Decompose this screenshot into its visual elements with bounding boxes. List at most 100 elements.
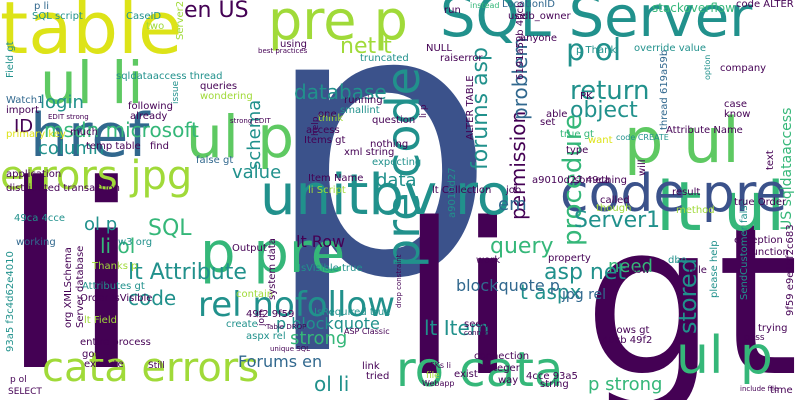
word: system data [267, 238, 278, 300]
word: two [146, 21, 165, 32]
word: know [724, 109, 751, 120]
word: net t [340, 34, 392, 59]
word: xml string [344, 147, 395, 158]
word: seen [464, 319, 488, 330]
word: distributed transaction [6, 183, 120, 194]
word: Server2 [175, 0, 186, 40]
word: question [372, 115, 416, 126]
word: data [376, 170, 417, 191]
word: lt Collection [432, 185, 492, 196]
word: Output [232, 243, 267, 254]
word: table [0, 0, 183, 70]
word: option [703, 54, 712, 80]
word: SendCustomer false [739, 199, 750, 300]
word: ID [14, 116, 34, 137]
word: Attribute Name [666, 125, 743, 136]
word: work [476, 255, 501, 266]
word: using [280, 39, 308, 50]
word: unique SQL [270, 345, 311, 353]
word: smallint [340, 105, 380, 116]
word: raiserror [440, 53, 483, 64]
word: jpg rel [562, 287, 607, 303]
word: li [0, 131, 142, 400]
word: p ol [10, 375, 27, 385]
word: t aspx [520, 280, 582, 304]
word: tried [366, 371, 390, 382]
word: instead [470, 1, 500, 10]
word: ul p [186, 103, 295, 171]
word: trying [758, 323, 788, 334]
word: role [688, 265, 707, 276]
word: integer [484, 363, 520, 374]
word: code [128, 286, 177, 310]
word: set [540, 117, 556, 128]
word: en US [184, 0, 249, 23]
word: org XMLSchema [63, 247, 74, 328]
word: time [770, 385, 793, 396]
word: queries [200, 81, 238, 92]
word: msdn microsoft [44, 118, 199, 142]
word: true gt [560, 129, 594, 140]
word: Table DROP [266, 323, 307, 331]
word: dbo [668, 255, 687, 266]
word: wondering [200, 91, 253, 102]
word: p ul [624, 104, 740, 177]
word: way [498, 375, 519, 386]
word: ol li [314, 372, 350, 396]
word: text [765, 150, 776, 170]
word: use [508, 11, 526, 22]
word: return [570, 76, 650, 106]
word: contain [236, 289, 274, 300]
word: p [262, 0, 497, 360]
word: US sqldataaccess [779, 107, 795, 230]
word: aspx rel [246, 331, 286, 342]
word: ro cata [396, 342, 564, 398]
word: Item Name [308, 173, 364, 184]
word: Watch1 [6, 95, 44, 106]
word: want [588, 135, 613, 146]
word: LocationID [502, 0, 555, 10]
word: connection [474, 351, 530, 362]
word: please help [709, 240, 720, 298]
word: lt ul [656, 168, 786, 247]
word: EDIT strong [48, 113, 89, 121]
word: li ol [100, 234, 136, 258]
word: result [672, 187, 701, 198]
word: link [362, 361, 380, 372]
word: Items gt [304, 135, 346, 146]
word: called [600, 195, 630, 206]
word: database [294, 80, 387, 104]
word: login [40, 92, 84, 113]
word: execute [84, 359, 124, 370]
word: run [444, 5, 461, 16]
word: running [344, 95, 383, 106]
word: entire process [80, 337, 151, 348]
word: ul li [40, 49, 144, 117]
word: stackoverflow [652, 1, 735, 15]
word: Server1 [574, 208, 661, 233]
word: case [724, 99, 747, 110]
word: thread 619a59b [659, 49, 670, 130]
word: p pre [200, 221, 346, 286]
word: p Thank [576, 45, 617, 56]
word: file [426, 371, 440, 381]
word: li Script [308, 185, 346, 196]
word: query [490, 234, 554, 259]
word: pre p [268, 0, 408, 52]
word: CaseID [126, 11, 162, 22]
word: truncated [360, 53, 409, 64]
word: Now [628, 265, 650, 276]
word: method [676, 205, 715, 216]
word: cata errors [42, 345, 260, 391]
word: SQL [148, 216, 192, 241]
word: something [574, 175, 627, 186]
word: em [498, 194, 527, 215]
word: Webapp [422, 379, 455, 388]
word: issue [171, 80, 181, 104]
word: include file [740, 385, 779, 393]
word: need [608, 256, 653, 277]
word: think [318, 113, 344, 124]
word: anyone [520, 33, 557, 44]
word: lt Attribute [128, 260, 247, 285]
word: property [548, 253, 591, 264]
